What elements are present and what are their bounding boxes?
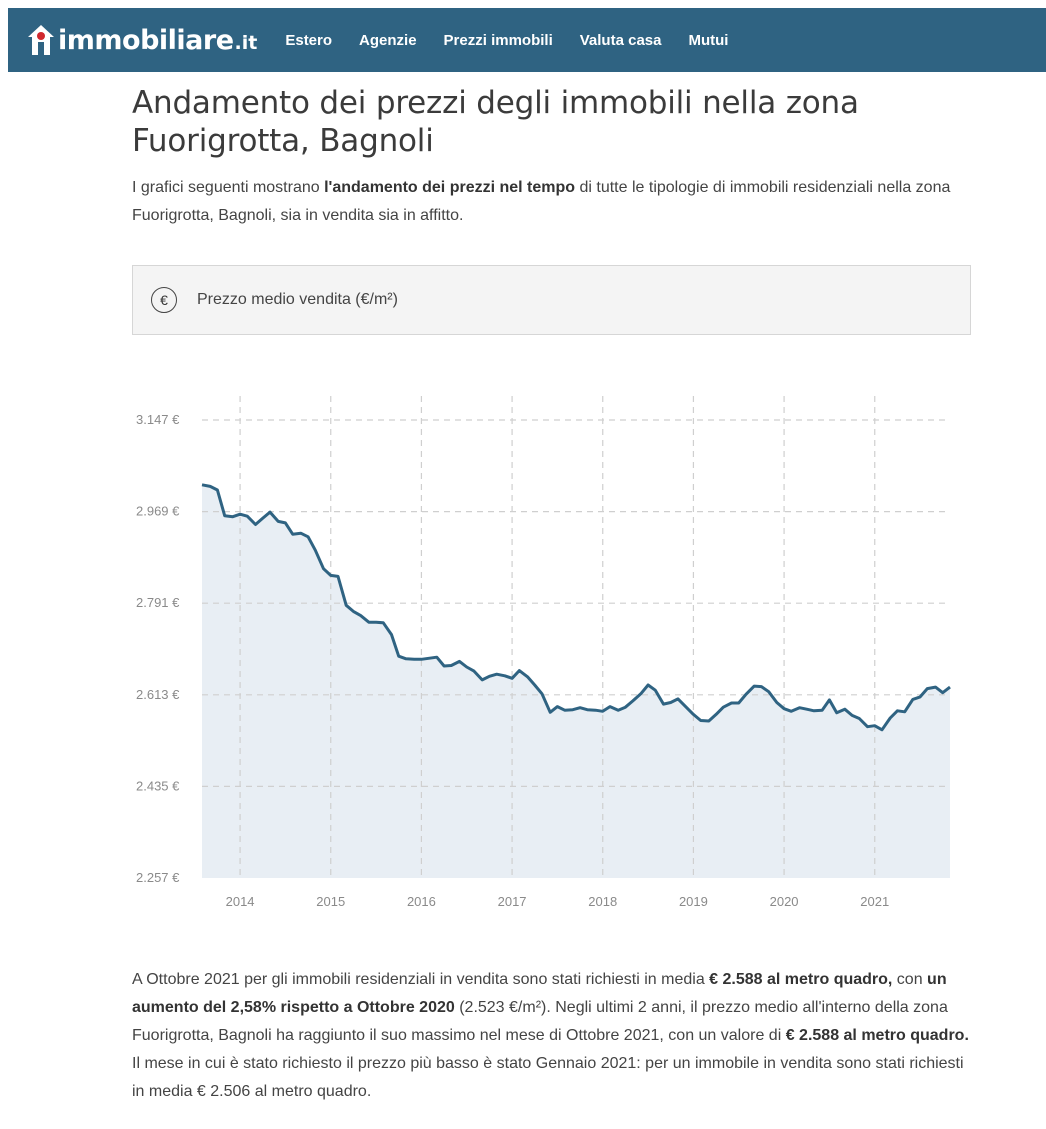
price-type-selector[interactable]: € Prezzo medio vendita (€/m²): [132, 265, 971, 335]
intro-text-2: di tutte le tipologie di immobili reside…: [132, 179, 951, 224]
x-tick-label: 2020: [770, 894, 799, 909]
y-tick-label: 2.791 €: [136, 595, 180, 610]
summary-text-4: Il mese in cui è stato richiesto il prez…: [132, 1055, 964, 1100]
summary-text-1: A Ottobre 2021 per gli immobili residenz…: [132, 971, 710, 988]
euro-icon: €: [151, 287, 177, 313]
intro-bold: l'andamento dei prezzi nel tempo: [324, 179, 576, 196]
nav-valuta-casa[interactable]: Valuta casa: [579, 31, 662, 49]
y-tick-label: 2.435 €: [136, 778, 180, 793]
chart-svg: 3.147 € 2.969 € 2.791 € 2.613 € 2.435 € 2.257…: [136, 396, 951, 909]
main-nav: Estero Agenzie Prezzi immobili Valuta ca…: [285, 32, 755, 49]
top-navigation-bar: immobiliare .it Estero Agenzie Prezzi im…: [8, 8, 1046, 72]
summary-text-2: con: [892, 971, 928, 988]
y-tick-label: 2.257 €: [136, 870, 180, 885]
summary-text-3: (2.523 €/m²). Negli ultimi 2 anni, il pr…: [132, 999, 948, 1044]
price-trend-chart: 3.147 € 2.969 € 2.791 € 2.613 € 2.435 € 2.257…: [132, 390, 962, 920]
y-tick-label: 2.969 €: [136, 504, 180, 519]
nav-estero[interactable]: Estero: [285, 31, 333, 49]
x-tick-label: 2016: [407, 894, 436, 909]
selector-label: Prezzo medio vendita (€/m²): [197, 291, 398, 308]
logo-domain: .it: [234, 32, 258, 54]
summary-paragraph: A Ottobre 2021 per gli immobili residenz…: [132, 966, 972, 1106]
house-logo-icon: [28, 25, 54, 55]
series-line: [201, 483, 951, 732]
summary-bold-3: € 2.588 al metro quadro.: [785, 1027, 969, 1044]
x-tick-label: 2017: [498, 894, 527, 909]
series-area: [202, 484, 950, 878]
summary-bold-2: un aumento del 2,58% rispetto a Ottobre …: [132, 971, 947, 1016]
intro-paragraph: I grafici seguenti mostrano l'andamento …: [132, 174, 972, 230]
site-logo[interactable]: immobiliare .it: [26, 8, 257, 72]
x-tick-label: 2021: [860, 894, 889, 909]
summary-bold-1: € 2.588 al metro quadro,: [709, 971, 893, 988]
intro-text-1: I grafici seguenti mostrano: [132, 179, 325, 196]
x-tick-label: 2018: [588, 894, 617, 909]
x-tick-label: 2014: [226, 894, 255, 909]
x-tick-label: 2019: [679, 894, 708, 909]
y-tick-label: 2.613 €: [136, 687, 180, 702]
y-tick-label: 3.147 €: [136, 412, 180, 427]
nav-agenzie[interactable]: Agenzie: [359, 31, 417, 49]
page-title: Andamento dei prezzi degli immobili nell…: [132, 85, 859, 159]
logo-wordmark: immobiliare: [58, 24, 234, 56]
nav-prezzi-immobili[interactable]: Prezzi immobili: [443, 31, 553, 49]
nav-mutui[interactable]: Mutui: [688, 31, 729, 49]
x-tick-label: 2015: [316, 894, 345, 909]
